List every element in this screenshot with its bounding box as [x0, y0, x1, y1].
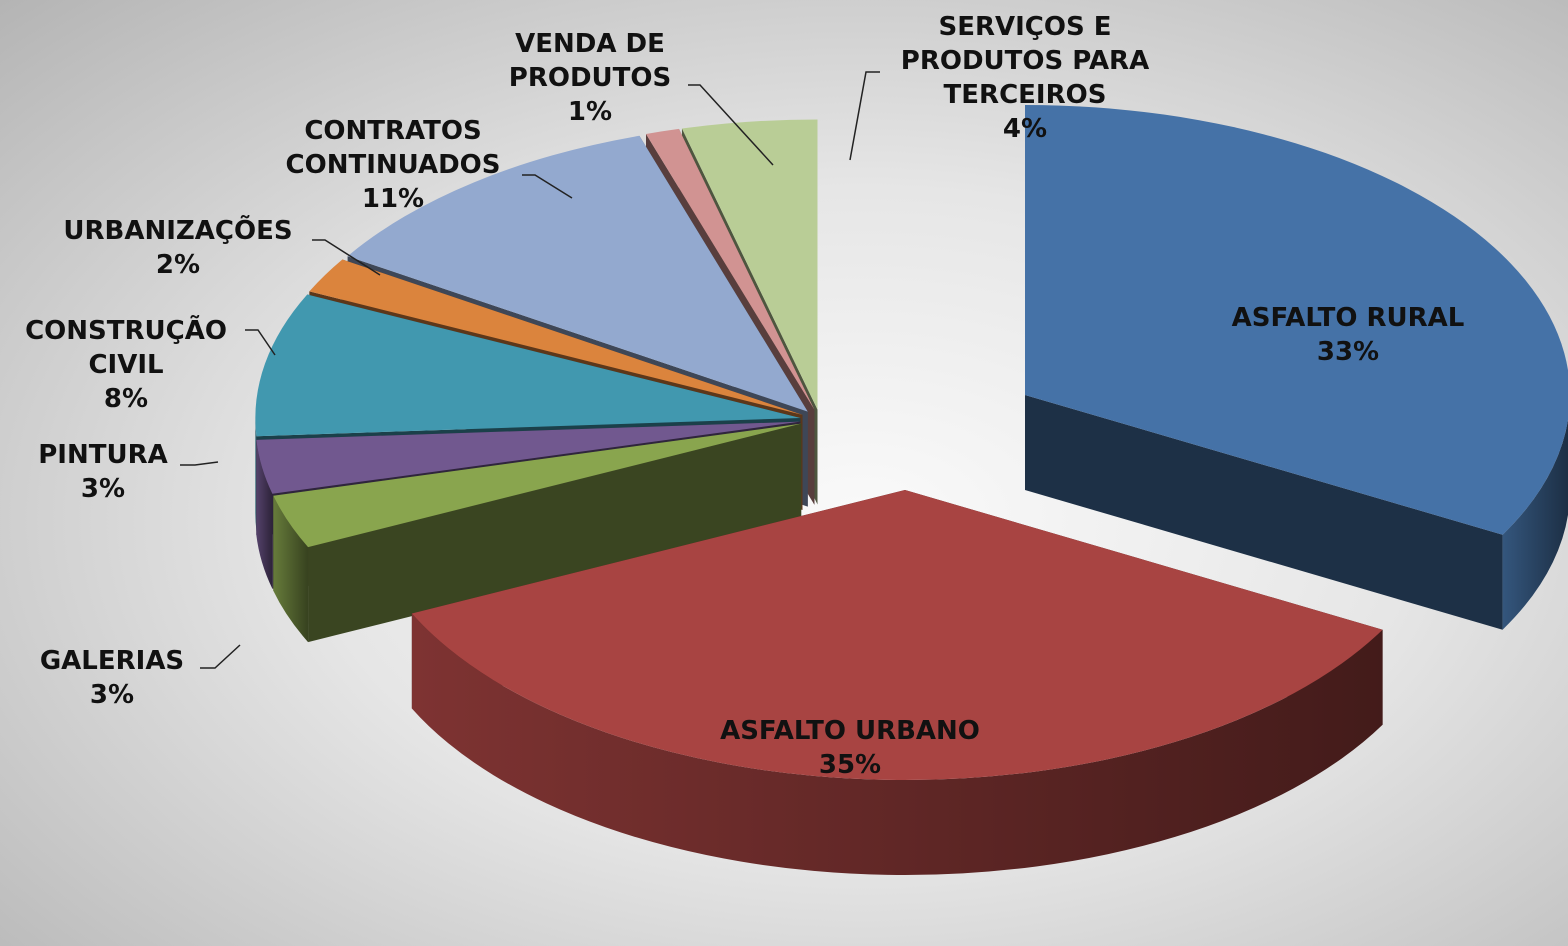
slice-side: [308, 423, 802, 643]
slice-top: [681, 119, 818, 410]
category-label: GALERIAS: [39, 646, 185, 676]
data-label: CONSTRUÇÃO CIVIL 8%: [1, 314, 251, 416]
slice-side: [273, 495, 309, 643]
data-label: ASFALTO URBANO 35%: [680, 714, 1020, 782]
slice-top: [273, 423, 802, 548]
data-label: SERVIÇOS E PRODUTOS PARA TERCEIROS 4%: [875, 10, 1175, 146]
value-label: 1%: [567, 97, 613, 127]
slice-side: [1025, 395, 1503, 630]
category-label: URBANIZAÇÕES: [63, 216, 293, 246]
slice-top: [1025, 105, 1568, 535]
category-label: CONSTRUÇÃO CIVIL: [25, 316, 227, 380]
category-label: CONTRATOS CONTINUADOS: [285, 116, 501, 180]
slice: [411, 490, 1383, 875]
slice-top: [646, 128, 815, 410]
value-label: 3%: [89, 680, 135, 710]
leader-line: [245, 329, 276, 356]
category-label: SERVIÇOS E PRODUTOS PARA TERCEIROS: [900, 12, 1150, 110]
data-label: CONTRATOS CONTINUADOS 11%: [258, 114, 528, 216]
slice: [273, 423, 802, 643]
leader-line: [200, 644, 241, 669]
slice-side: [411, 613, 1383, 875]
leader-line: [522, 174, 573, 199]
slice-top: [309, 259, 803, 415]
category-label: VENDA DE PRODUTOS: [508, 29, 672, 93]
slice-side: [1502, 419, 1568, 630]
slice-top: [256, 421, 801, 494]
slice: [1025, 105, 1568, 630]
data-label: PINTURA 3%: [3, 438, 203, 506]
value-label: 11%: [361, 184, 425, 214]
data-label: URBANIZAÇÕES 2%: [33, 214, 323, 282]
data-label: ASFALTO RURAL 33%: [1188, 301, 1508, 369]
leader-line: [688, 84, 774, 166]
leader-line: [180, 461, 219, 466]
data-label: VENDA DE PRODUTOS 1%: [485, 27, 695, 129]
value-label: 8%: [103, 384, 149, 414]
leader-line: [312, 239, 381, 276]
value-label: 3%: [80, 474, 126, 504]
category-label: ASFALTO RURAL: [1231, 303, 1465, 333]
slice-side: [255, 418, 257, 532]
leader-line: [849, 71, 880, 161]
value-label: 35%: [818, 750, 882, 780]
value-label: 2%: [155, 250, 201, 280]
data-label: GALERIAS 3%: [12, 644, 212, 712]
value-label: 33%: [1316, 337, 1380, 367]
slice-top: [411, 490, 1383, 780]
category-label: ASFALTO URBANO: [720, 716, 980, 746]
slice-top: [255, 294, 801, 437]
slice-side: [256, 439, 273, 589]
category-label: PINTURA: [38, 440, 168, 470]
slice-top: [347, 135, 808, 412]
value-label: 4%: [1002, 114, 1048, 144]
